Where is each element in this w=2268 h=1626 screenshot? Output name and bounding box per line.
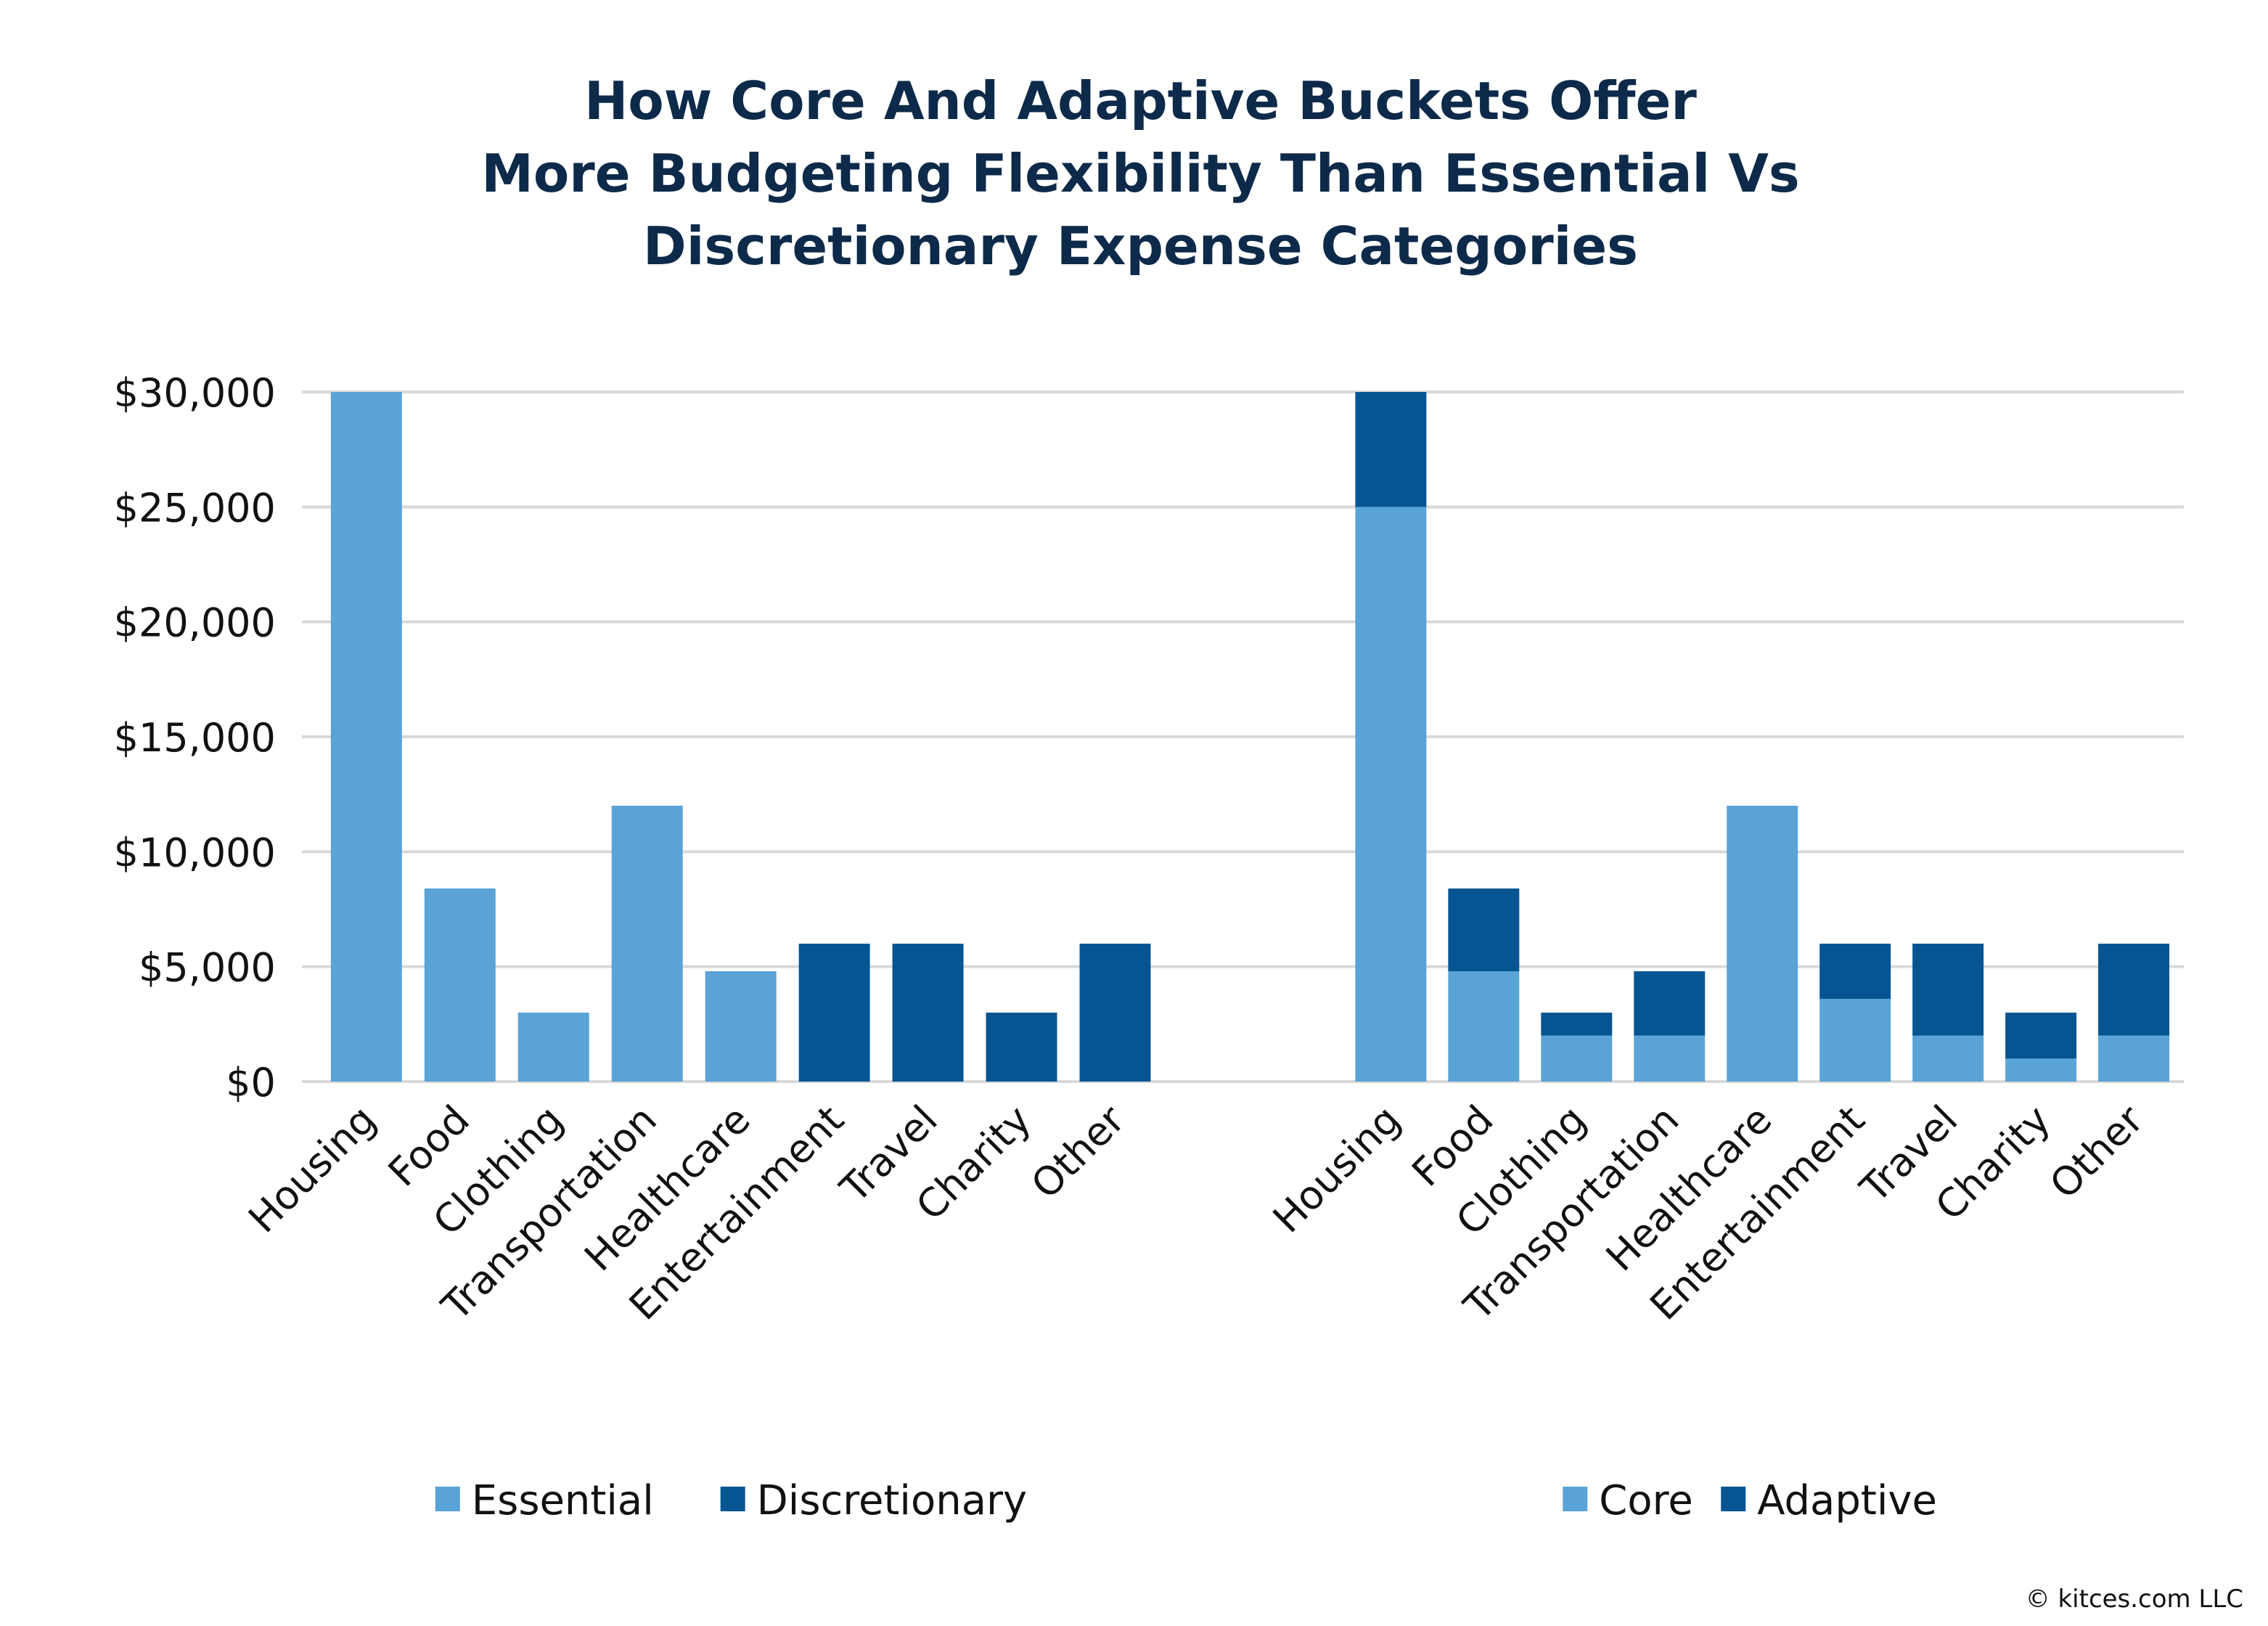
y-tick-label: $30,000: [114, 370, 276, 416]
credit-text: © kitces.com LLC: [2026, 1585, 2243, 1614]
x-tick-label: Housing: [1264, 1097, 1409, 1242]
x-tick-label: Housing: [240, 1097, 385, 1242]
bar-adaptive-travel: [1912, 944, 1984, 1036]
y-axis-ticks: $0 $5,000 $10,000 $15,000 $20,000 $25,000 $30,…: [114, 370, 276, 1106]
bar-discretionary-entertainment: [798, 944, 870, 1082]
bar-core-charity: [2005, 1058, 2077, 1082]
bar-adaptive-other: [2098, 944, 2170, 1036]
bar-essential-food: [424, 888, 496, 1082]
panel-essential-vs-discretionary: [330, 392, 1151, 1082]
bar-discretionary-charity: [986, 1013, 1057, 1082]
legend-swatch-core: [1563, 1487, 1588, 1511]
x-tick-label: Other: [2041, 1096, 2152, 1208]
bar-discretionary-other: [1079, 944, 1151, 1082]
y-tick-label: $10,000: [114, 830, 276, 875]
y-tick-label: $20,000: [114, 600, 276, 646]
bar-adaptive-entertainment: [1819, 944, 1891, 999]
chart-title: How Core And Adaptive Buckets Offer More…: [481, 70, 1800, 277]
y-tick-label: $5,000: [139, 945, 276, 991]
bar-core-clothing: [1541, 1035, 1613, 1082]
x-axis-labels: HousingFoodClothingTransportationHealthc…: [240, 1096, 2152, 1330]
bar-core-food: [1448, 971, 1520, 1082]
bar-adaptive-charity: [2005, 1013, 2077, 1059]
bar-core-transportation: [1634, 1035, 1706, 1082]
bars: [330, 392, 2170, 1082]
bar-adaptive-clothing: [1541, 1013, 1613, 1036]
bar-adaptive-transportation: [1634, 971, 1706, 1036]
bar-essential-clothing: [517, 1013, 589, 1082]
legend-label-adaptive: Adaptive: [1757, 1477, 1937, 1524]
title-line-2: More Budgeting Flexibility Than Essentia…: [481, 143, 1800, 204]
legend-label-discretionary: Discretionary: [757, 1477, 1027, 1524]
legend-swatch-discretionary: [720, 1487, 745, 1511]
bar-core-healthcare: [1727, 806, 1798, 1082]
bar-essential-housing: [330, 392, 402, 1082]
bar-core-entertainment: [1819, 999, 1891, 1082]
title-line-1: How Core And Adaptive Buckets Offer: [584, 70, 1697, 131]
y-tick-label: $25,000: [114, 485, 276, 531]
panel-core-vs-adaptive: [1355, 392, 2170, 1082]
bar-discretionary-travel: [892, 944, 964, 1082]
title-line-3: Discretionary Expense Categories: [643, 216, 1638, 277]
bar-core-other: [2098, 1035, 2170, 1082]
bar-core-travel: [1912, 1035, 1984, 1082]
bar-adaptive-housing: [1355, 392, 1427, 507]
bar-essential-healthcare: [705, 971, 777, 1082]
legend-label-essential: Essential: [472, 1477, 654, 1524]
bar-core-housing: [1355, 507, 1427, 1082]
gridlines: [301, 391, 2185, 1083]
legends: Essential Discretionary Core Adaptive: [435, 1477, 1937, 1524]
legend-label-core: Core: [1599, 1477, 1693, 1524]
legend-swatch-adaptive: [1721, 1487, 1746, 1511]
y-tick-label: $0: [226, 1060, 276, 1106]
bar-adaptive-food: [1448, 888, 1520, 971]
legend-essential-vs-discretionary: Essential Discretionary: [435, 1477, 1027, 1524]
legend-core-vs-adaptive: Core Adaptive: [1563, 1477, 1937, 1524]
bar-essential-transportation: [611, 806, 683, 1082]
x-tick-label: Other: [1023, 1096, 1134, 1208]
legend-swatch-essential: [435, 1487, 460, 1511]
y-tick-label: $15,000: [114, 715, 276, 761]
